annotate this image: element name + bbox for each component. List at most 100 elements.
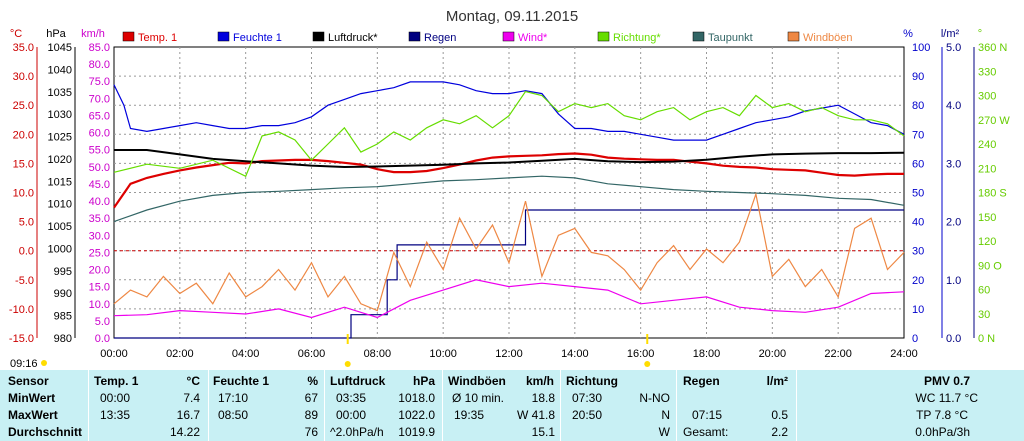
legend-swatch [597,31,610,42]
y-tick-label-humidity: 80 [912,100,924,112]
y-tick-label-pressure: 1045 [48,42,72,54]
pmv-dewpoint: TP 7.8 °C [916,408,968,422]
chart-legend: Temp. 1 Feuchte 1 Luftdruck* Regen Wind* Rich… [122,31,853,44]
legend-swatch [692,31,705,42]
series-line-regen [114,209,904,339]
humidity-header: Feuchte 1 [213,374,270,388]
max-gust-value: W 41.8 [516,408,555,422]
y-tick-label-humidity: 10 [912,304,924,316]
min-hum-value: 67 [304,391,318,405]
axis-unit-wind: km/h [81,28,105,40]
legend-label: Feuchte 1 [233,32,282,44]
time-marker-dot [344,361,351,367]
x-tick-label: 12:00 [495,348,523,360]
stats-min-row: MinWert 00:00 7.4 17:10 67 03:35 1018.0 … [0,390,1024,407]
y-tick-label-direction: 120 [978,236,996,248]
time-marker-dot [644,361,651,367]
avg-gust-value: 15.1 [531,425,555,439]
y-tick-label-pressure: 985 [54,311,72,323]
y-tick-label-wind: 50.0 [89,162,110,174]
y-tick-label-temp: 0.0 [19,246,34,258]
y-tick-label-pressure: 1035 [48,87,72,99]
y-tick-label-temp: 5.0 [19,217,34,229]
legend-swatch [122,31,135,42]
x-tick-label: 20:00 [759,348,787,360]
legend-swatch [787,31,800,42]
legend-label: Luftdruck* [328,32,378,44]
legend-label: Regen [424,32,456,44]
axis-unit-humidity: % [903,28,913,40]
axis-unit-direction: ° [978,28,982,40]
chart-svg: Montag, 09.11.2015 00:00 02:00 04:00 06:00 0… [9,8,1010,370]
y-tick-label-temp: 15.0 [13,158,34,170]
y-tick-label-humidity: 40 [912,217,924,229]
y-tick-label-temp: 25.0 [13,100,34,112]
series-line-wind [113,279,905,319]
series-line-windben [113,191,905,312]
gust-unit: km/h [525,374,554,388]
max-label: MaxWert [8,408,58,422]
y-tick-label-wind: 25.0 [89,247,110,259]
x-tick-label: 16:00 [627,348,655,360]
direction-header: Richtung [566,374,618,388]
chart-grid [113,46,905,339]
x-tick-label: 18:00 [693,348,721,360]
min-gust-value: 18.8 [531,391,555,405]
y-tick-label-temp: 30.0 [13,71,34,83]
y-tick-label-wind: 15.0 [89,282,110,294]
legend-swatch [408,31,421,42]
pmv-pressure-trend: 0.0hPa/3h [915,425,970,439]
y-tick-label-direction: 60 [978,285,990,297]
y-tick-label-pressure: 990 [54,288,72,300]
stats-panel: Sensor Temp. 1 °C Feuchte 1 % Luftdruck … [0,370,1024,441]
avg-label: Durchschnitt [8,425,83,439]
pressure-unit: hPa [412,374,435,388]
avg-temp-value: 14.22 [169,425,200,439]
y-tick-label-rain: 0.0 [946,333,961,345]
y-tick-label-rain: 2.0 [946,217,961,229]
legend-label: Temp. 1 [138,32,177,44]
avg-rain-value: 2.2 [771,425,788,439]
y-tick-label-pressure: 1030 [48,109,72,121]
y-tick-label-direction: 330 [978,66,996,78]
y-tick-label-pressure: 1010 [48,199,72,211]
series-line-taupunkt [113,175,905,223]
y-tick-label-direction: 0 N [978,333,995,345]
pmv-windchill: WC 11.7 °C [915,391,978,405]
temp-unit: °C [186,374,200,388]
y-tick-label-wind: 60.0 [89,128,110,140]
x-tick-label: 10:00 [429,348,457,360]
y-tick-label-wind: 30.0 [89,230,110,242]
y-tick-label-temp: -10.0 [9,304,34,316]
avg-press-trend: ^2.0hPa/h [330,425,384,439]
min-label: MinWert [8,391,56,405]
chart-axes: 00:00 02:00 04:00 06:00 08:00 10:00 12:00 14:00… [9,28,1010,360]
y-tick-label-direction: 150 [978,212,996,224]
y-tick-label-temp: 10.0 [13,188,34,200]
legend-swatch [312,31,325,42]
y-tick-label-wind: 20.0 [89,265,110,277]
min-hum-time: 17:10 [218,391,249,405]
y-tick-label-temp: 35.0 [13,42,34,54]
y-tick-label-wind: 5.0 [95,316,110,328]
time-label: 09:16 [10,358,38,370]
y-tick-label-pressure: 1000 [48,243,72,255]
pressure-header: Luftdruck [330,374,386,388]
x-tick-label: 00:00 [100,348,128,360]
y-tick-label-direction: 300 [978,91,996,103]
rain-header: Regen [683,374,720,388]
weather-chart: Montag, 09.11.2015 00:00 02:00 04:00 06:00 0… [9,8,1010,370]
legend-label: Wind* [518,32,548,44]
y-tick-label-pressure: 995 [54,266,72,278]
min-dir-value: N-NO [639,391,670,405]
axis-unit-temp: °C [10,28,22,40]
y-tick-label-pressure: 1005 [48,221,72,233]
y-tick-label-direction: 180 S [978,188,1007,200]
y-tick-label-wind: 55.0 [89,145,110,157]
axis-unit-pressure: hPa [46,28,66,40]
max-hum-value: 89 [304,408,318,422]
sensor-header: Sensor [8,374,49,388]
y-tick-label-wind: 10.0 [89,299,110,311]
min-press-time: 03:35 [336,391,367,405]
stats-header-row: Sensor Temp. 1 °C Feuchte 1 % Luftdruck … [0,373,1024,390]
